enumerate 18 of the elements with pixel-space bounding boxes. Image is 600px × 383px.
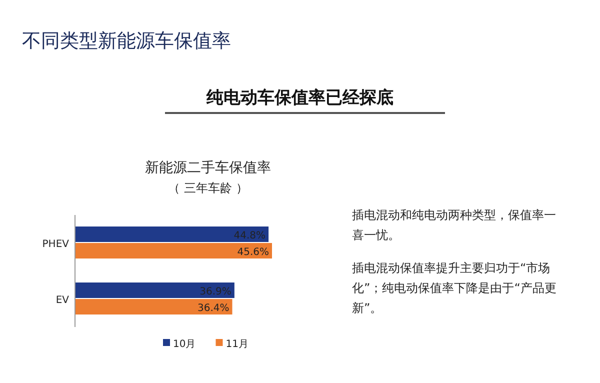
- data-label: 36.4%: [197, 302, 230, 314]
- text: 纯电动车保值率已经探底: [205, 87, 394, 109]
- data-label: 36.9%: [200, 286, 232, 298]
- bar: [75, 282, 234, 298]
- legend-label: 10月: [173, 339, 196, 350]
- chart-subtitle: （ 三年车龄 ）: [168, 181, 248, 195]
- legend-label: 11月: [226, 339, 248, 350]
- bar: [75, 226, 269, 242]
- text: 插电混动和纯电动两种类型，保值率一喜一忧。: [352, 207, 557, 244]
- bar: [75, 243, 272, 258]
- y-tick-label: EV: [56, 295, 70, 306]
- text: 不同类型新能源车保值率: [22, 29, 231, 54]
- data-label: 45.6%: [237, 246, 269, 258]
- text: 插电混动保值率提升主要归功于“市场化”；纯电动保值率下降是由于“产品更新”。: [352, 260, 557, 317]
- bar: [75, 299, 232, 314]
- chart-title: 新能源二手车保值率: [145, 160, 271, 176]
- y-tick-label: PHEV: [42, 239, 70, 250]
- data-label: 44.8%: [234, 230, 266, 242]
